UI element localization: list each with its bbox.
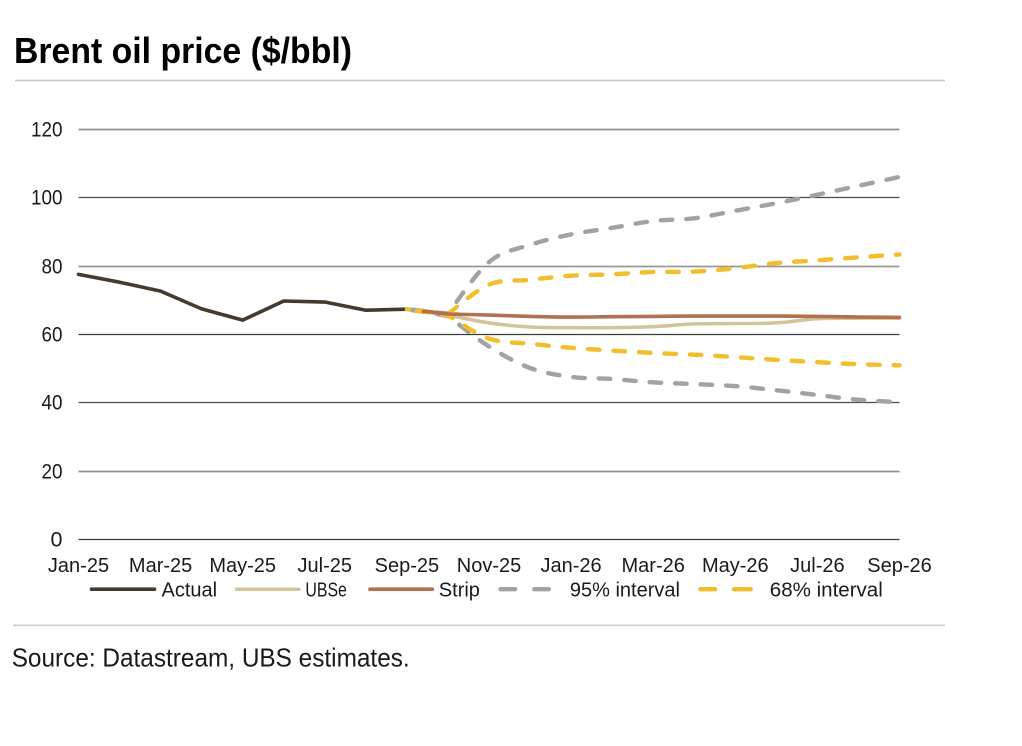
svg-text:Brent oil price ($/bbl): Brent oil price ($/bbl) <box>14 30 352 71</box>
svg-text:UBSe: UBSe <box>305 580 347 602</box>
svg-text:80: 80 <box>42 255 63 279</box>
svg-text:Mar-26: Mar-26 <box>622 555 685 577</box>
svg-text:68% interval: 68% interval <box>770 580 883 602</box>
svg-text:40: 40 <box>42 391 63 415</box>
svg-text:Actual: Actual <box>162 580 218 602</box>
svg-text:Sep-25: Sep-25 <box>375 555 440 577</box>
svg-text:May-25: May-25 <box>209 555 276 577</box>
svg-text:20: 20 <box>42 460 63 484</box>
svg-text:95% interval: 95% interval <box>570 580 680 602</box>
svg-text:Jul-25: Jul-25 <box>298 555 352 577</box>
svg-text:100: 100 <box>31 186 63 210</box>
svg-text:Source: Datastream, UBS estima: Source: Datastream, UBS estimates. <box>12 643 410 673</box>
svg-text:Mar-25: Mar-25 <box>129 555 192 577</box>
svg-text:60: 60 <box>42 323 63 347</box>
svg-text:Jan-26: Jan-26 <box>541 555 602 577</box>
svg-text:Sep-26: Sep-26 <box>867 555 932 577</box>
svg-text:Jul-26: Jul-26 <box>790 555 844 577</box>
svg-text:Jan-25: Jan-25 <box>48 555 109 577</box>
svg-text:Nov-25: Nov-25 <box>457 555 521 577</box>
svg-text:0: 0 <box>51 528 63 552</box>
svg-text:Strip: Strip <box>439 580 480 602</box>
svg-text:May-26: May-26 <box>702 555 769 577</box>
svg-text:120: 120 <box>31 118 63 142</box>
